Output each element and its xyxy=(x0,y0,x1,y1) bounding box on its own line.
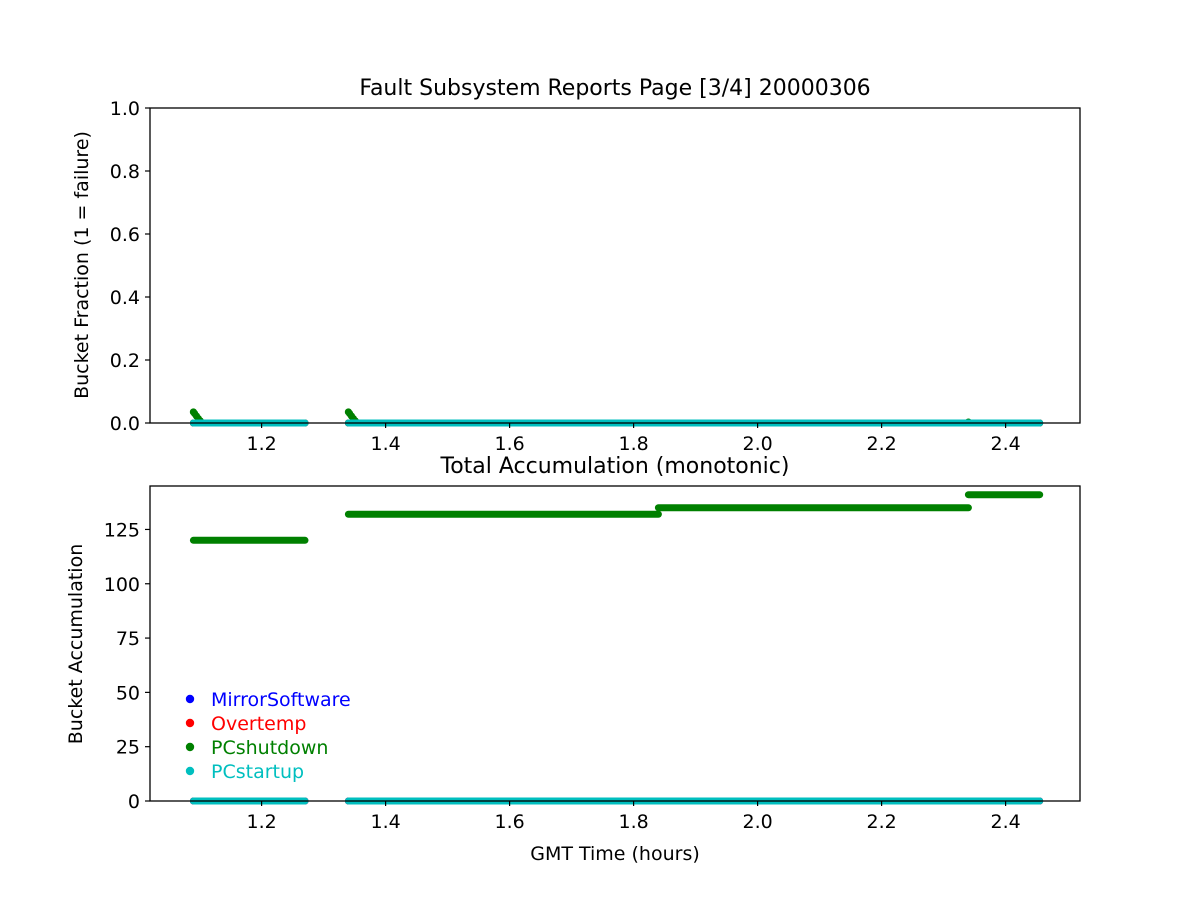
x-tick-label: 2.4 xyxy=(990,433,1020,455)
fraction-chart-y-ticks: 0.0 0.2 0.4 0.6 0.8 1.0 xyxy=(110,98,150,435)
accumulation-chart: Total Accumulation (monotonic) 1.2 1.4 1.6… xyxy=(65,454,1081,865)
x-tick-label: 2.0 xyxy=(742,433,772,455)
fraction-chart-title: Fault Subsystem Reports Page [3/4] 20000… xyxy=(359,76,870,101)
x-tick-label: 1.4 xyxy=(370,811,400,833)
y-tick-label: 0.8 xyxy=(110,161,140,183)
fraction-chart-y-label: Bucket Fraction (1 = failure) xyxy=(71,131,93,399)
legend-marker-PCstartup xyxy=(185,766,195,776)
y-tick-label: 50 xyxy=(116,682,140,704)
legend-marker-MirrorSoftware xyxy=(185,694,195,704)
legend-marker-PCshutdown xyxy=(185,742,195,752)
y-tick-label: 75 xyxy=(116,628,140,650)
fraction-chart-x-ticks: 1.2 1.4 1.6 1.8 2.0 2.2 2.4 xyxy=(246,423,1021,455)
accumulation-chart-x-label: GMT Time (hours) xyxy=(530,843,700,865)
accumulation-chart-y-ticks: 0 25 50 75 100 125 xyxy=(104,519,150,813)
x-tick-label: 1.2 xyxy=(246,433,276,455)
fraction-chart: Fault Subsystem Reports Page [3/4] 20000… xyxy=(71,76,1081,455)
x-tick-label: 2.2 xyxy=(866,811,896,833)
x-tick-label: 1.8 xyxy=(618,433,648,455)
y-tick-label: 0.4 xyxy=(110,287,140,309)
legend-marker-Overtemp xyxy=(185,718,195,728)
y-tick-label: 0 xyxy=(128,791,140,813)
x-tick-label: 2.2 xyxy=(866,433,896,455)
accumulation-chart-title: Total Accumulation (monotonic) xyxy=(440,454,790,479)
x-tick-label: 1.4 xyxy=(370,433,400,455)
legend-label-MirrorSoftware: MirrorSoftware xyxy=(211,689,351,711)
x-tick-label: 1.8 xyxy=(618,811,648,833)
legend-label-Overtemp: Overtemp xyxy=(211,713,306,735)
fraction-chart-frame xyxy=(149,107,1081,424)
y-tick-label: 25 xyxy=(116,737,140,759)
x-tick-label: 1.2 xyxy=(246,811,276,833)
y-tick-label: 0.0 xyxy=(110,413,140,435)
accumulation-chart-frame xyxy=(149,485,1081,802)
x-tick-label: 1.6 xyxy=(494,433,524,455)
x-tick-label: 1.6 xyxy=(494,811,524,833)
y-tick-label: 125 xyxy=(104,519,140,541)
x-tick-label: 2.0 xyxy=(742,811,772,833)
accumulation-chart-x-ticks: 1.2 1.4 1.6 1.8 2.0 2.2 2.4 xyxy=(246,801,1021,833)
legend-label-PCshutdown: PCshutdown xyxy=(211,737,328,759)
legend-label-PCstartup: PCstartup xyxy=(211,761,304,783)
legend: MirrorSoftwareOvertempPCshutdownPCstartu… xyxy=(185,689,351,783)
y-tick-label: 0.2 xyxy=(110,350,140,372)
y-tick-label: 100 xyxy=(104,574,140,596)
y-tick-label: 0.6 xyxy=(110,224,140,246)
accumulation-chart-y-label: Bucket Accumulation xyxy=(65,544,87,745)
x-tick-label: 2.4 xyxy=(990,811,1020,833)
y-tick-label: 1.0 xyxy=(110,98,140,120)
